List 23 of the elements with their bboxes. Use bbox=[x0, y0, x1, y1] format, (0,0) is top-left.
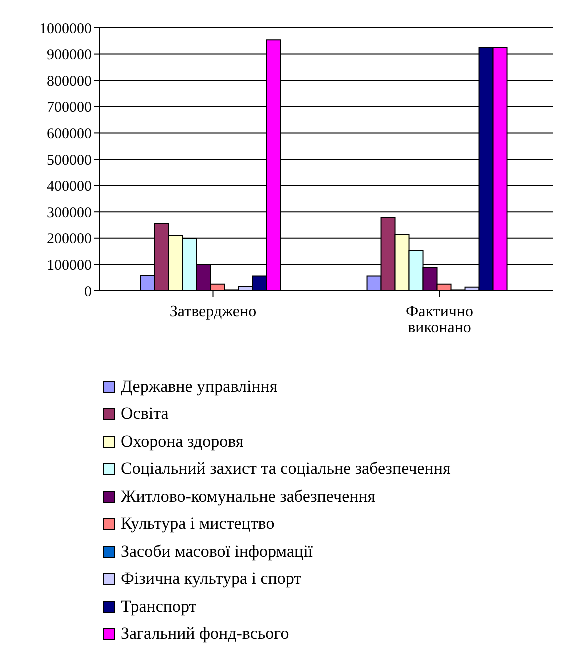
legend-label: Фізична культура і спорт bbox=[121, 569, 302, 590]
y-tick-label: 100000 bbox=[47, 258, 92, 274]
y-tick-label: 800000 bbox=[47, 74, 92, 90]
y-tick-label: 300000 bbox=[47, 205, 92, 222]
legend-label: Освіта bbox=[121, 404, 169, 424]
y-tick-label: 900000 bbox=[47, 48, 92, 64]
y-tick-label: 200000 bbox=[47, 232, 92, 248]
legend-label: Транспорт bbox=[121, 596, 197, 617]
legend-label: Засоби масової інформації bbox=[121, 542, 314, 562]
x-tick-label: Фактично виконано bbox=[406, 303, 474, 336]
legend-label: Загальний фонд-всього bbox=[121, 624, 290, 644]
legend-label: Житлово-комунальне забезпечення bbox=[121, 486, 376, 507]
y-tick-label: 0 bbox=[84, 284, 92, 300]
legend-label: Культура і мистецтво bbox=[121, 514, 275, 534]
y-tick-label: 400000 bbox=[47, 179, 92, 196]
legend-label: Соціальний захист та соціальне забезпечення bbox=[121, 459, 451, 480]
legend-label: Державне управління bbox=[121, 376, 278, 397]
legend-label: Охорона здоровя bbox=[121, 432, 244, 452]
y-tick-label: 500000 bbox=[47, 152, 92, 169]
x-tick-label: Затверджено bbox=[170, 303, 257, 320]
y-tick-label: 600000 bbox=[47, 126, 92, 143]
y-tick-label: 700000 bbox=[47, 100, 92, 116]
y-tick-label: 1000000 bbox=[40, 21, 92, 38]
